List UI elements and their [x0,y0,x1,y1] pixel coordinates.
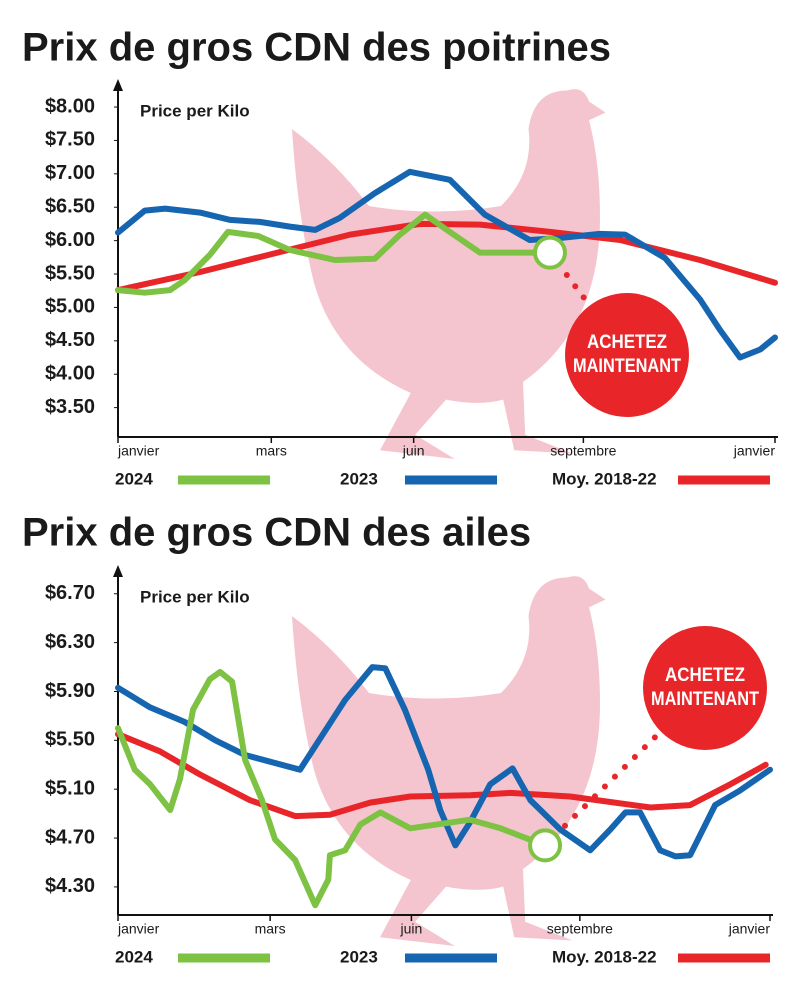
y-tick-label: $6.00 [45,229,95,251]
legend-label: 2023 [340,469,378,488]
annotation-text: ACHETEZ [665,665,745,686]
annotation-badge [643,626,767,750]
legend-label: 2024 [115,469,153,488]
series-line [115,168,778,361]
x-tick-label: janvier [117,921,160,937]
annotation-marker [532,235,567,270]
legend-label: Moy. 2018-22 [552,469,657,488]
legend-label: 2023 [340,947,378,966]
x-tick-label: janvier [117,443,160,459]
y-tick-label: $3.50 [45,396,95,418]
chart-title: Prix de gros CDN des ailes [22,511,531,555]
y-tick-label: $7.50 [45,129,95,151]
legend-label: Moy. 2018-22 [552,947,657,966]
x-tick-label: juin [402,443,425,459]
chart-title: Prix de gros CDN des poitrines [22,26,611,70]
y-axis-arrow [113,79,123,91]
annotation-marker [528,828,563,863]
y-axis-label: Price per Kilo [140,101,250,120]
y-tick-label: $4.30 [45,875,95,897]
x-tick-label: juin [400,921,423,937]
y-tick-label: $5.00 [45,296,95,318]
legend-label: 2024 [115,947,153,966]
y-tick-label: $4.70 [45,826,95,848]
y-tick-label: $6.50 [45,196,95,218]
y-axis-arrow [113,565,123,577]
y-tick-label: $5.50 [45,262,95,284]
series-line [115,731,769,820]
y-tick-label: $6.30 [45,631,95,653]
y-axis-label: Price per Kilo [140,587,250,606]
y-tick-label: $8.00 [45,95,95,117]
x-tick-label: janvier [733,443,776,459]
x-tick-label: septembre [550,443,616,459]
annotation-text: MAINTENANT [573,356,681,377]
y-tick-label: $7.00 [45,162,95,184]
series-line [115,220,778,294]
x-tick-label: mars [255,921,286,937]
annotation-connector [552,727,666,839]
y-tick-label: $6.70 [45,582,95,604]
y-tick-label: $5.90 [45,680,95,702]
series-line [115,664,773,860]
x-tick-label: janvier [728,921,771,937]
y-tick-label: $5.50 [45,729,95,751]
hen-silhouette [292,576,606,946]
annotation-badge [565,293,689,417]
y-tick-label: $4.00 [45,362,95,384]
annotation-connector [555,260,594,311]
x-tick-label: septembre [547,921,613,937]
hen-silhouette [292,89,606,459]
series-line [115,211,553,296]
y-tick-label: $4.50 [45,329,95,351]
y-tick-label: $5.10 [45,777,95,799]
series-line [115,668,549,909]
annotation-text: MAINTENANT [651,689,759,710]
x-tick-label: mars [256,443,287,459]
annotation-text: ACHETEZ [587,332,667,353]
